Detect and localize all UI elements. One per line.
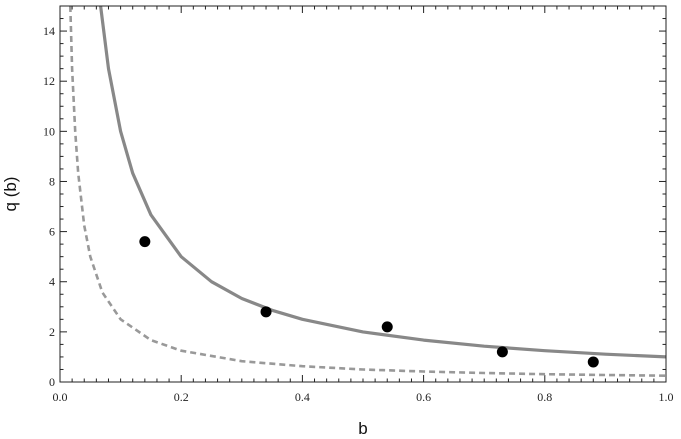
- curves: [69, 6, 666, 377]
- y-tick-label: 0: [49, 375, 55, 389]
- y-tick-label: 12: [43, 74, 55, 88]
- dashed-curve: [69, 6, 666, 377]
- solid-curve: [99, 6, 666, 359]
- x-tick-label: 0.0: [53, 390, 68, 404]
- data-point: [260, 306, 272, 318]
- y-tick-label: 10: [43, 124, 55, 138]
- x-tick-label: 0.6: [416, 390, 431, 404]
- axis-ticks: [59, 5, 667, 383]
- x-tick-label: 0.4: [295, 390, 310, 404]
- data-point: [139, 236, 151, 248]
- x-tick-label: 1.0: [659, 390, 674, 404]
- y-tick-label: 6: [49, 225, 55, 239]
- y-tick-label: 2: [49, 325, 55, 339]
- y-tick-label: 4: [49, 275, 55, 289]
- x-tick-label: 0.2: [174, 390, 189, 404]
- data-point: [587, 356, 599, 368]
- y-tick-label: 14: [43, 24, 55, 38]
- x-axis-title: b: [358, 419, 367, 438]
- y-tick-label: 8: [49, 174, 55, 188]
- x-tick-label: 0.8: [537, 390, 552, 404]
- data-point: [496, 346, 508, 358]
- data-points: [139, 236, 599, 368]
- y-axis-title: q (b): [1, 177, 20, 212]
- data-point: [381, 321, 393, 333]
- plot-frame: [59, 5, 667, 383]
- tick-labels: 0.0 0.2 0.4 0.6 0.8 1.0 0 2 4 6 8 10 12 14: [43, 24, 674, 404]
